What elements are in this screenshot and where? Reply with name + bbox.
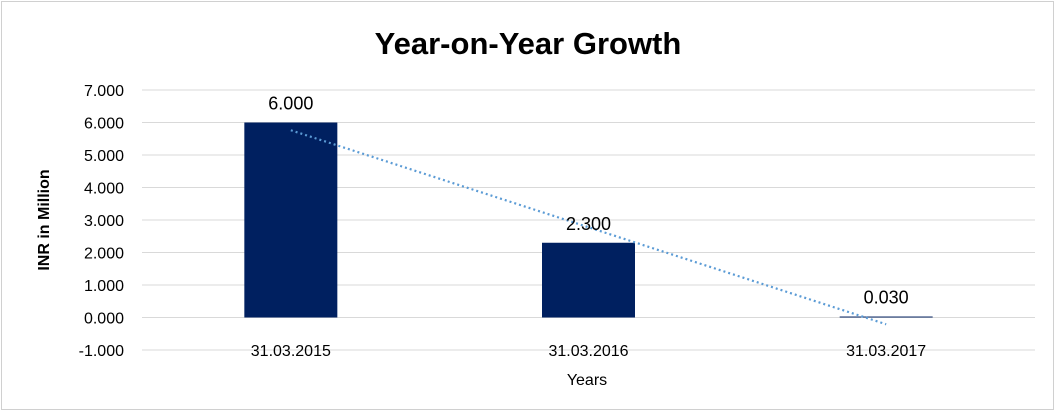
y-tick-label: 7.000 [84,83,124,100]
y-tick-label: 0.000 [84,311,124,328]
trendline [290,129,887,326]
y-axis-ticks: -1.000 0.000 1.000 2.000 3.000 4.000 5.000 6.00… [79,83,124,360]
y-tick-label: 2.000 [84,246,124,263]
y-tick-label: 6.000 [84,116,124,133]
y-tick-label: 5.000 [84,148,124,165]
x-axis-title: Years [567,372,607,389]
data-label: 6.000 [268,94,313,114]
x-tick-label: 31.03.2015 [251,343,331,360]
trendline-path [290,129,887,326]
bars [244,122,933,318]
x-tick-label: 31.03.2017 [846,343,926,360]
y-tick-label: 3.000 [84,213,124,230]
data-label: 0.030 [864,288,909,308]
bar [244,122,338,318]
data-labels: 6.000 2.300 0.030 [268,94,908,308]
chart-title: Year-on-Year Growth [375,26,682,61]
y-tick-label: 4.000 [84,181,124,198]
y-axis-title: INR in Million [36,169,53,270]
x-axis-ticks: 31.03.2015 31.03.2016 31.03.2017 [251,343,927,360]
y-tick-label: 1.000 [84,278,124,295]
y-tick-label: -1.000 [79,343,124,360]
x-tick-label: 31.03.2016 [548,343,628,360]
data-label: 2.300 [566,214,611,234]
bar [839,316,933,318]
bar [542,242,635,318]
